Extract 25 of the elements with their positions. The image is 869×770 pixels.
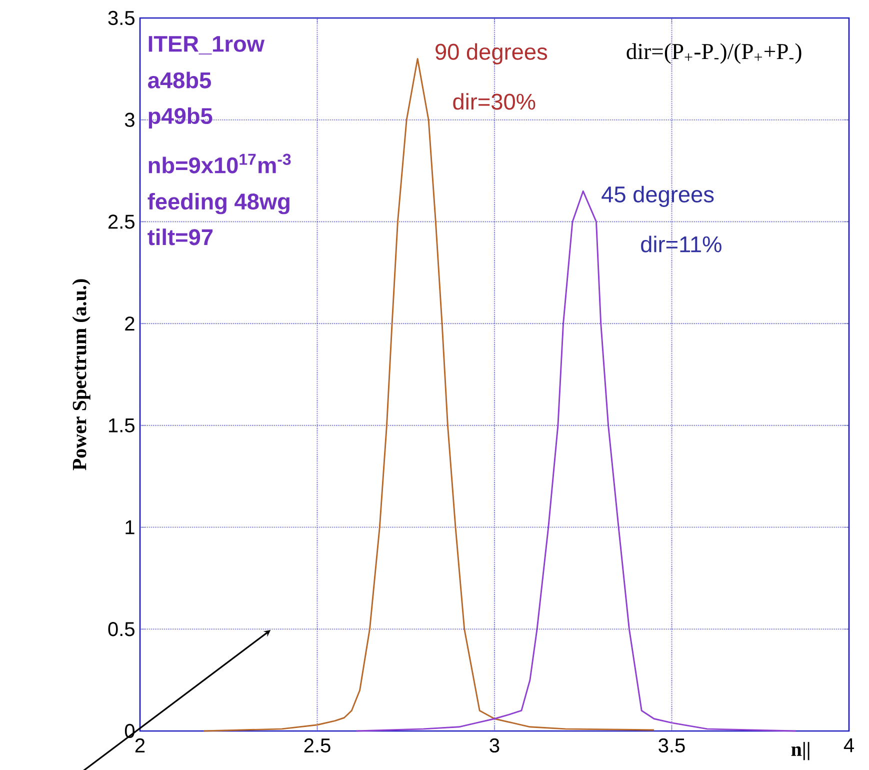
- y-tick-label: 3: [124, 112, 134, 127]
- annotation: nb=9x10$^{17}$m$^{-3}$: [148, 154, 291, 174]
- annotation: a48b5: [148, 72, 211, 88]
- y-tick-label: 1: [126, 520, 134, 534]
- x-tick-label: 2.5: [304, 738, 330, 753]
- annotation: dir=11%: [641, 236, 722, 252]
- y-axis-title: Power Spectrum (a.u.): [72, 279, 90, 470]
- y-tick-label: 3.5: [108, 10, 134, 26]
- x-tick-label: 3: [490, 738, 500, 753]
- y-tick-label: 2: [125, 316, 134, 331]
- x-axis-title: n||: [791, 742, 810, 760]
- y-tick-label: 1.5: [109, 418, 134, 432]
- annotation: tilt=97: [148, 228, 212, 246]
- text: dir=(P$_{+}$-P$_{-}$)/(P$_{+}$+P$_{-}$): [626, 43, 802, 64]
- annotation: feeding 48wg: [148, 192, 290, 214]
- annotation: ITER_1row: [148, 36, 265, 54]
- x-tick-label: 4: [844, 738, 854, 752]
- y-tick-label: 0.5: [108, 622, 134, 636]
- annotation: 45 degrees: [602, 186, 714, 207]
- x-tick-label: 2: [135, 738, 145, 752]
- annotation: dir=30%: [453, 93, 536, 110]
- x-tick-label: 3.5: [658, 738, 685, 753]
- annotation: p49b5: [148, 107, 212, 129]
- y-tick-label: 2.5: [108, 214, 134, 229]
- annotation: 90 degrees: [436, 43, 548, 64]
